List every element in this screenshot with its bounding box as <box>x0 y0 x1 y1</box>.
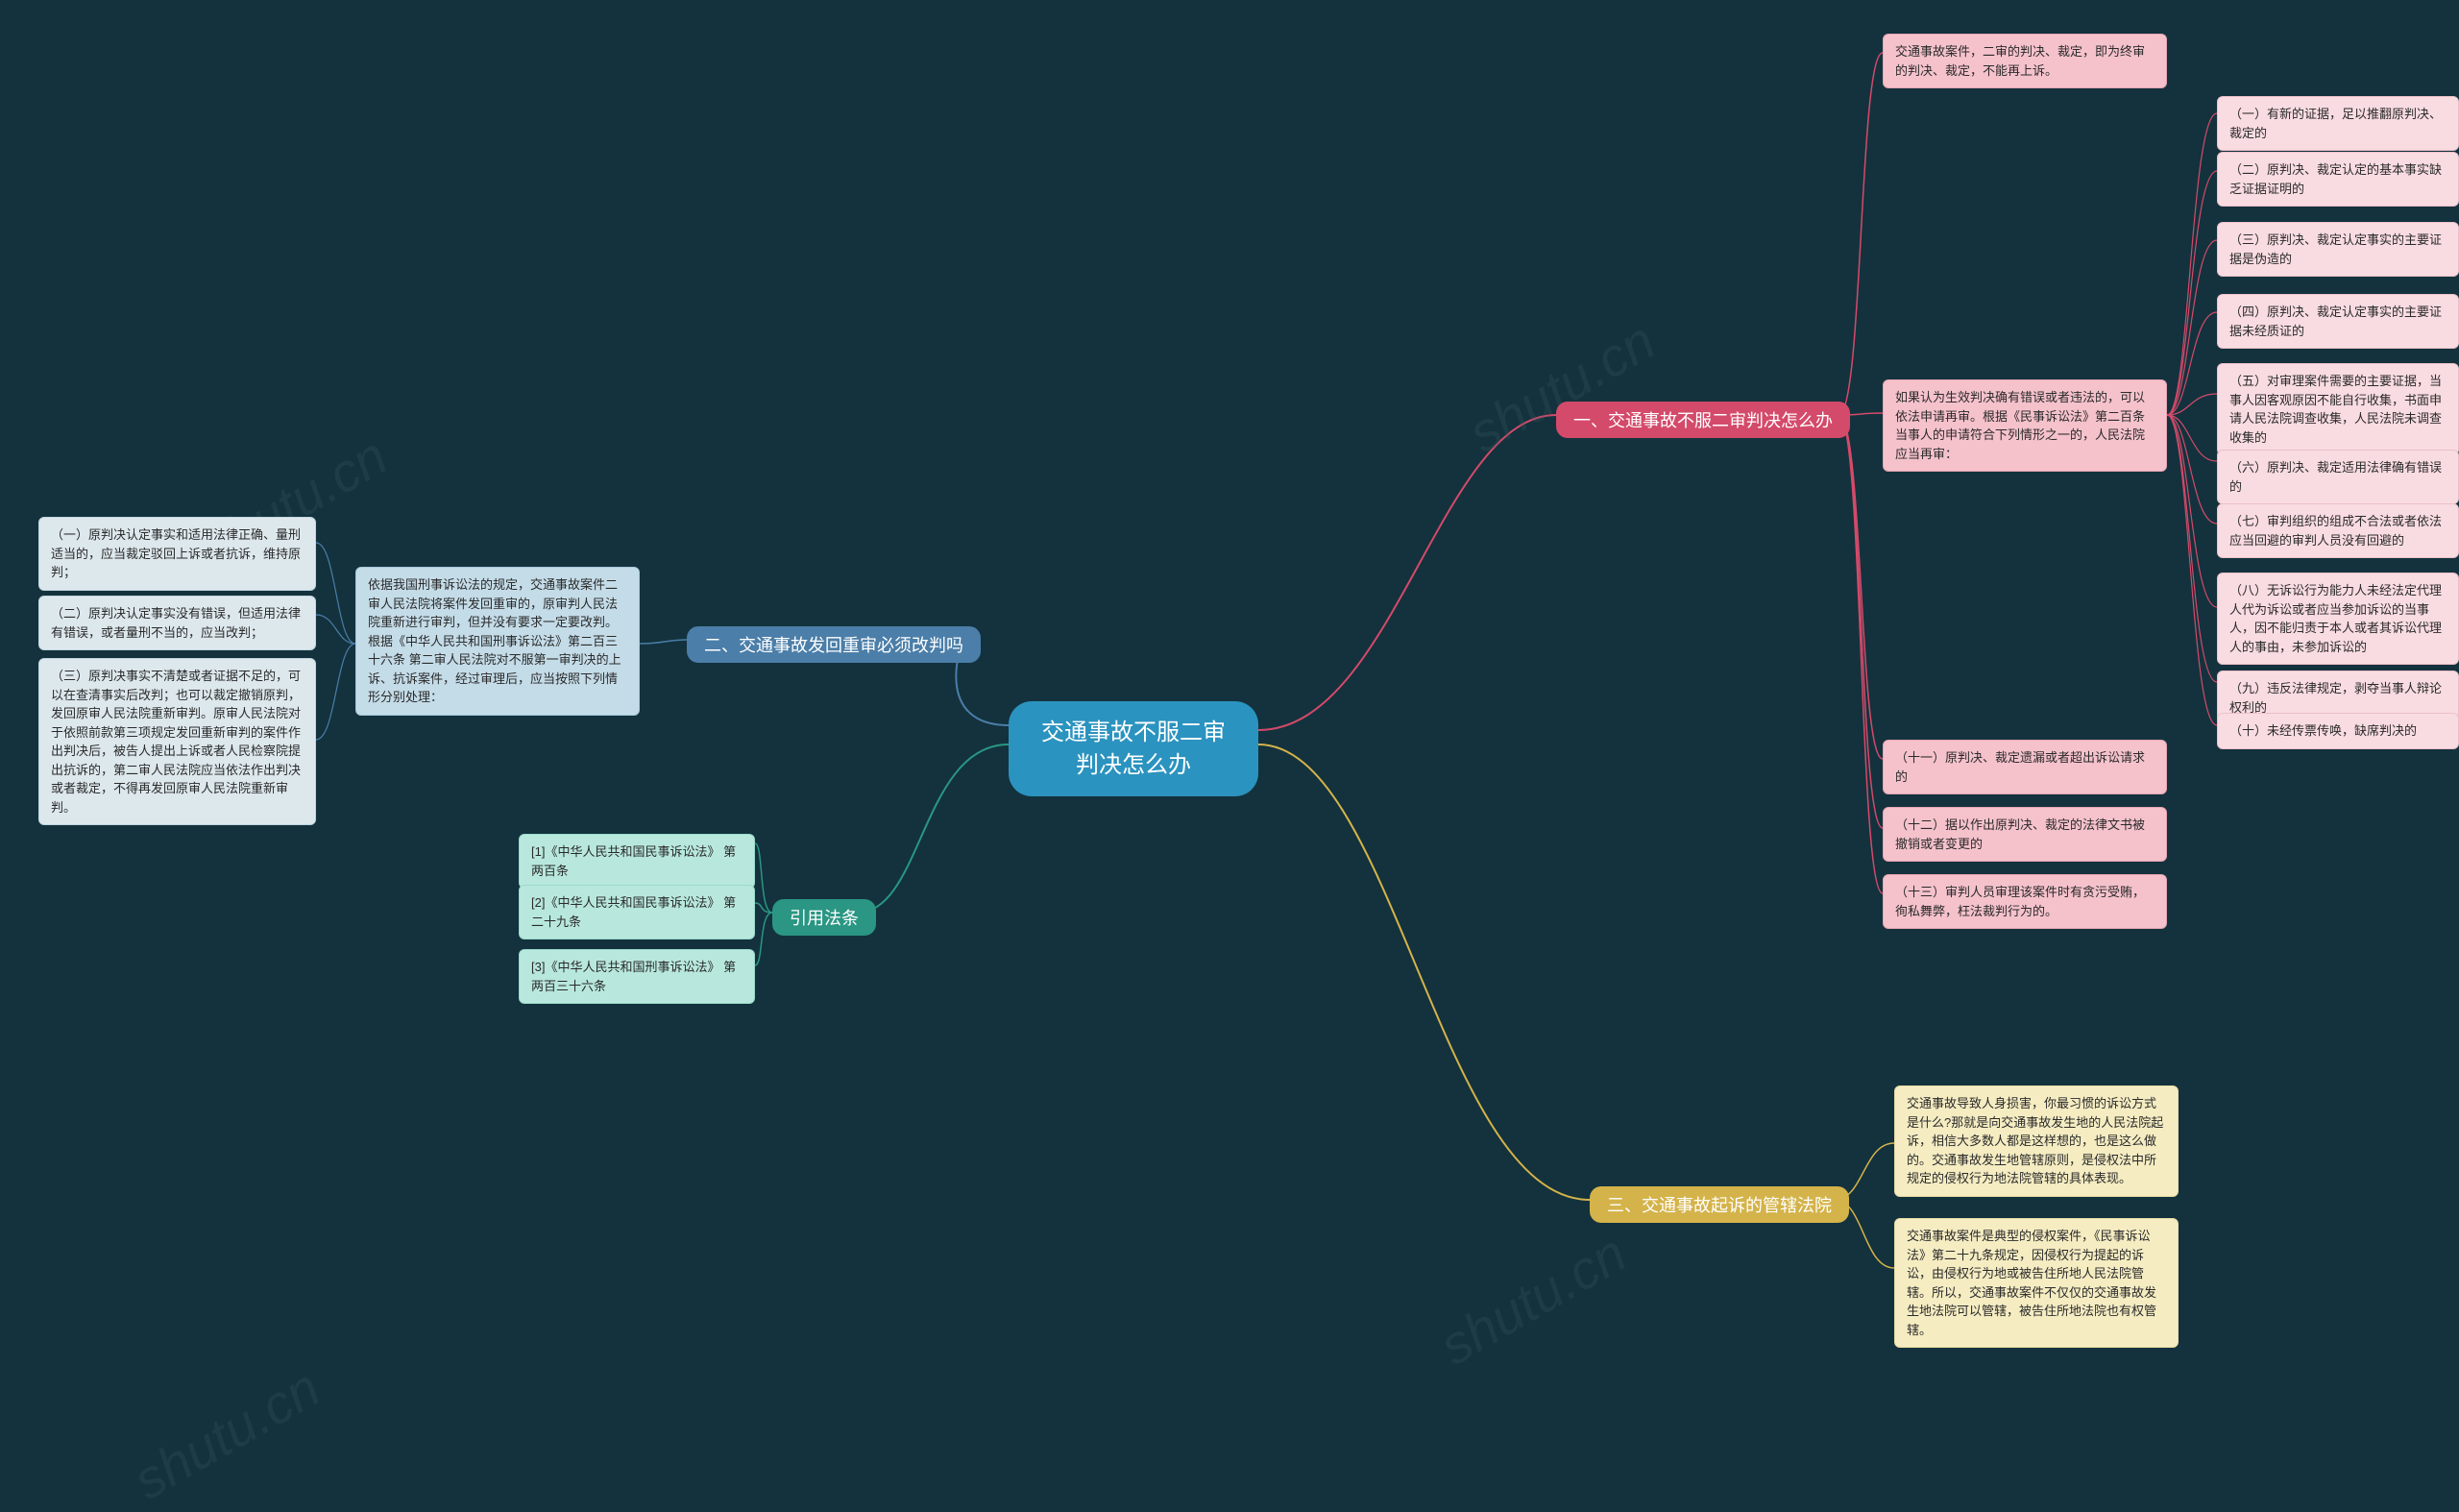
leaf-node[interactable]: 依据我国刑事诉讼法的规定，交通事故案件二审人民法院将案件发回重审的，原审判人民法… <box>355 567 640 716</box>
leaf-node[interactable]: 交通事故案件，二审的判决、裁定，即为终审的判决、裁定，不能再上诉。 <box>1883 34 2167 88</box>
branch-node-b4[interactable]: 引用法条 <box>772 899 876 936</box>
central-topic[interactable]: 交通事故不服二审判决怎么办 <box>1009 701 1258 796</box>
leaf-node[interactable]: 交通事故案件是典型的侵权案件，《民事诉讼法》第二十九条规定，因侵权行为提起的诉讼… <box>1894 1218 2179 1348</box>
watermark: shutu.cn <box>123 1355 330 1511</box>
leaf-node[interactable]: （三）原判决事实不清楚或者证据不足的，可以在查清事实后改判；也可以裁定撤销原判，… <box>38 658 316 825</box>
branch-node-b2[interactable]: 二、交通事故发回重审必须改判吗 <box>687 626 981 663</box>
branch-node-b3[interactable]: 三、交通事故起诉的管辖法院 <box>1590 1186 1849 1223</box>
leaf-node[interactable]: （七）审判组织的组成不合法或者依法应当回避的审判人员没有回避的 <box>2217 503 2459 558</box>
leaf-node[interactable]: [2]《中华人民共和国民事诉讼法》 第二十九条 <box>519 885 755 939</box>
leaf-node[interactable]: [1]《中华人民共和国民事诉讼法》 第两百条 <box>519 834 755 889</box>
leaf-node[interactable]: 交通事故导致人身损害，你最习惯的诉讼方式是什么?那就是向交通事故发生地的人民法院… <box>1894 1085 2179 1197</box>
leaf-node[interactable]: （三）原判决、裁定认定事实的主要证据是伪造的 <box>2217 222 2459 277</box>
leaf-node[interactable]: （十三）审判人员审理该案件时有贪污受贿，徇私舞弊，枉法裁判行为的。 <box>1883 874 2167 929</box>
leaf-node[interactable]: （四）原判决、裁定认定事实的主要证据未经质证的 <box>2217 294 2459 349</box>
watermark: shutu.cn <box>1429 1221 1637 1377</box>
leaf-node[interactable]: [3]《中华人民共和国刑事诉讼法》 第两百三十六条 <box>519 949 755 1004</box>
leaf-node[interactable]: （八）无诉讼行为能力人未经法定代理人代为诉讼或者应当参加诉讼的当事人，因不能归责… <box>2217 573 2459 665</box>
branch-node-b1[interactable]: 一、交通事故不服二审判决怎么办 <box>1556 402 1850 438</box>
watermark: shutu.cn <box>1458 308 1666 464</box>
leaf-node[interactable]: （十一）原判决、裁定遗漏或者超出诉讼请求的 <box>1883 740 2167 794</box>
leaf-node[interactable]: （五）对审理案件需要的主要证据，当事人因客观原因不能自行收集，书面申请人民法院调… <box>2217 363 2459 455</box>
leaf-node[interactable]: （二）原判决认定事实没有错误，但适用法律有错误，或者量刑不当的，应当改判； <box>38 596 316 650</box>
leaf-node[interactable]: （一）有新的证据，足以推翻原判决、裁定的 <box>2217 96 2459 151</box>
leaf-node[interactable]: （十）未经传票传唤，缺席判决的 <box>2217 713 2459 749</box>
leaf-node[interactable]: （六）原判决、裁定适用法律确有错误的 <box>2217 450 2459 504</box>
leaf-node[interactable]: （十二）据以作出原判决、裁定的法律文书被撤销或者变更的 <box>1883 807 2167 862</box>
leaf-node[interactable]: 如果认为生效判决确有错误或者违法的，可以依法申请再审。根据《民事诉讼法》第二百条… <box>1883 379 2167 472</box>
leaf-node[interactable]: （一）原判决认定事实和适用法律正确、量刑适当的，应当裁定驳回上诉或者抗诉，维持原… <box>38 517 316 591</box>
leaf-node[interactable]: （二）原判决、裁定认定的基本事实缺乏证据证明的 <box>2217 152 2459 207</box>
